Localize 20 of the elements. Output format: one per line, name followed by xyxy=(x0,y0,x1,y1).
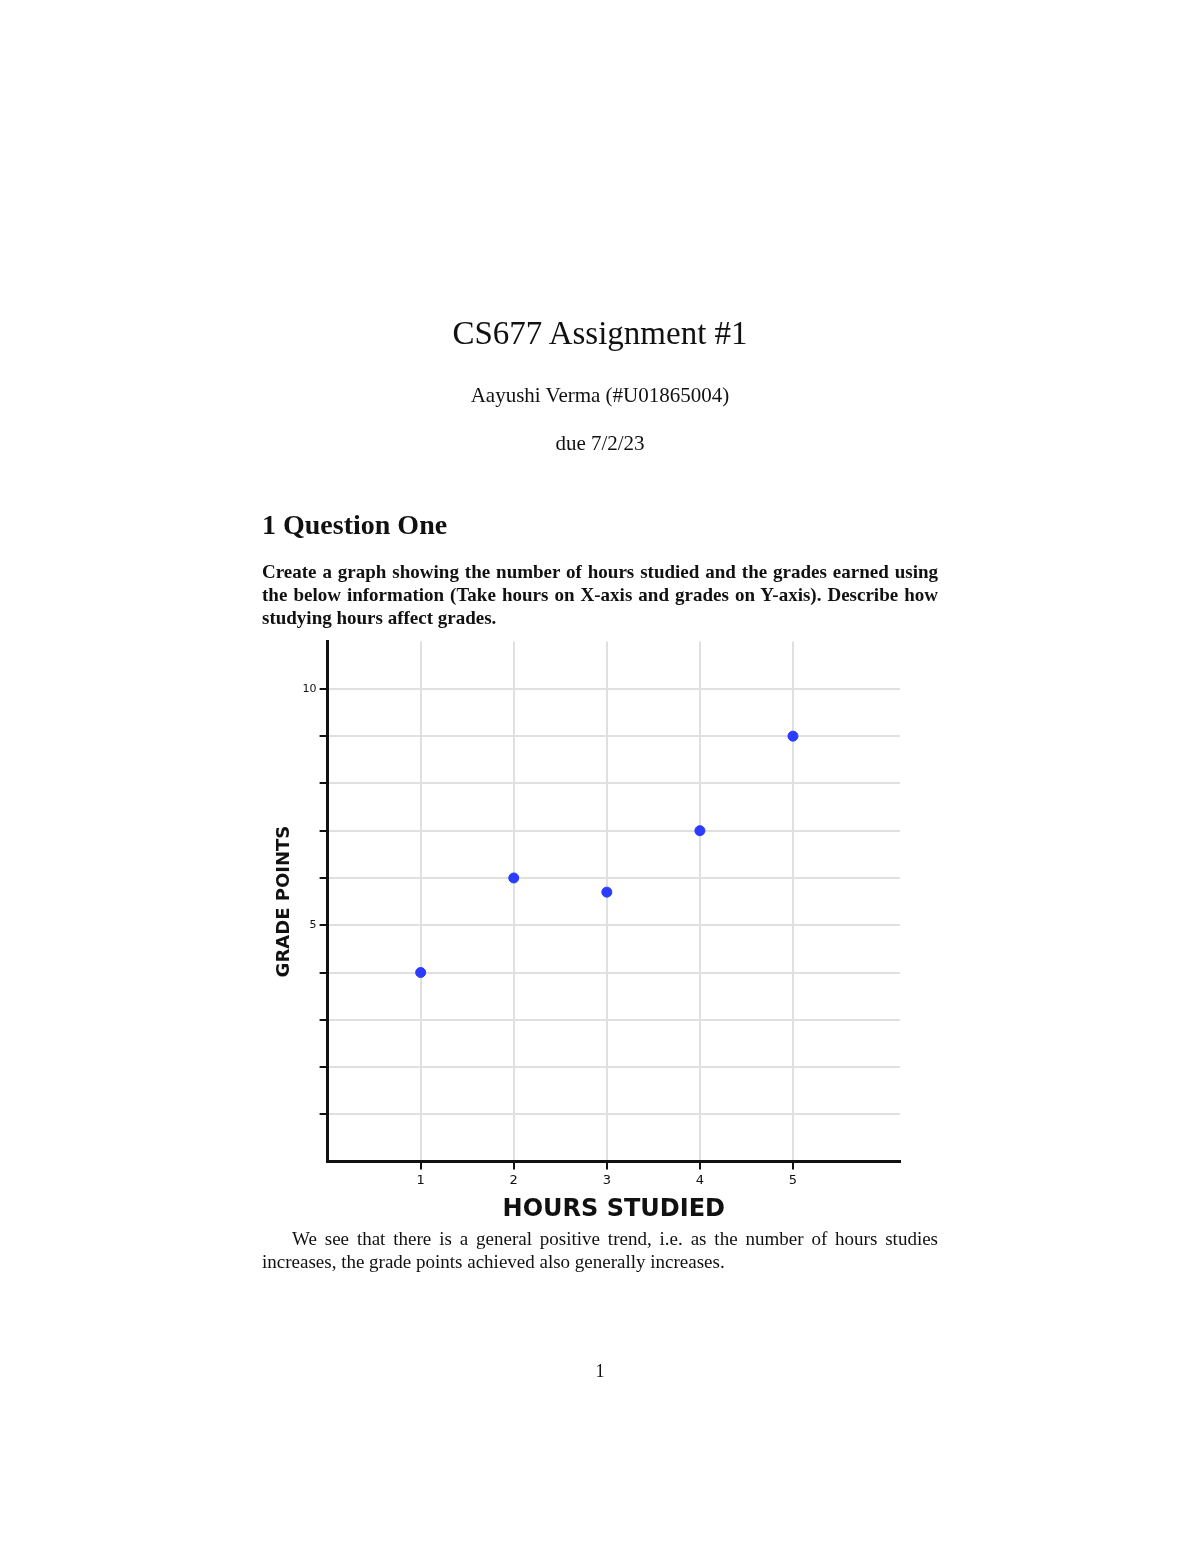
chart-subtitle: Aayushi Verma (#U01865004) xyxy=(469,383,731,408)
y-tick-label: 10 xyxy=(302,681,317,695)
x-tick-label: 1 xyxy=(416,1171,425,1187)
point xyxy=(601,886,613,898)
chart-title: CS677 Assignment #1 xyxy=(451,315,749,352)
point xyxy=(787,730,799,742)
x-axis-title: HOURS STUDIED xyxy=(502,1193,726,1222)
text: 1 xyxy=(594,1361,606,1382)
text: Create a graph showing the number of hours studied and the grades earned using the below information (Take hours on X-axis and grades on Y-axis). Describe how studying hours affect grades. xyxy=(262,560,938,629)
point xyxy=(694,825,706,837)
x-tick-label: 4 xyxy=(695,1171,705,1187)
point xyxy=(415,967,427,979)
text: 1 Question One xyxy=(262,508,449,542)
x-tick-label: 5 xyxy=(788,1171,798,1187)
x-tick-label: 2 xyxy=(509,1171,518,1187)
text: We see that there is a general positive trend, i.e. as the number of hours studies increases, the grade points achieved also generally increases. xyxy=(262,1227,938,1273)
point xyxy=(508,872,520,884)
y-axis-title: GRADE POINTS xyxy=(272,825,294,978)
x-tick-label: 3 xyxy=(602,1171,611,1187)
text: due 7/2/23 xyxy=(554,431,646,456)
